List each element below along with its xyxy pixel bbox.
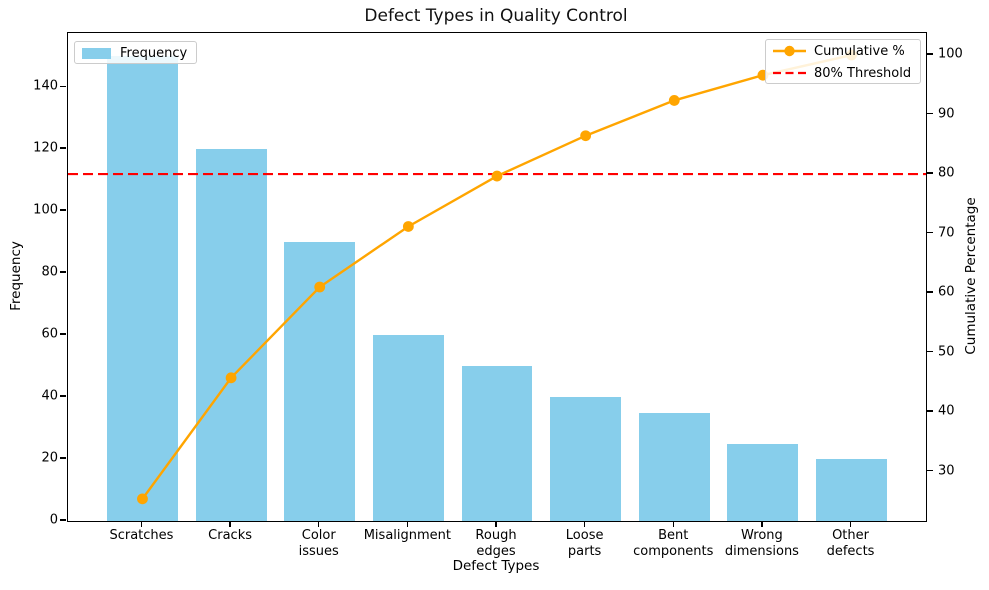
x-tick-label: Cracks: [208, 528, 252, 543]
frequency-bar: [727, 443, 799, 521]
left-y-tick-label: 40: [41, 388, 58, 404]
tick-mark: [927, 53, 933, 55]
right-y-tick-label: 40: [938, 403, 955, 419]
tick-mark: [927, 350, 933, 353]
cumulative-point: [314, 281, 326, 293]
cumulative-point: [580, 130, 592, 142]
frequency-bar: [195, 149, 267, 521]
threshold-line-sample: [773, 67, 806, 79]
tick-mark: [60, 519, 66, 521]
tick-mark: [927, 291, 933, 293]
right-y-tick-label: 90: [938, 106, 955, 122]
plot-area: [67, 32, 927, 522]
legend-row-cumulative: Cumulative %: [766, 40, 920, 62]
frequency-bar: [638, 412, 710, 521]
left-y-tick-label: 140: [33, 78, 58, 94]
right-y-tick-label: 60: [938, 284, 955, 300]
tick-mark: [583, 521, 586, 527]
line-overlay: [68, 49, 926, 505]
left-y-tick-label: 20: [41, 450, 58, 466]
tick-mark: [927, 172, 933, 174]
frequency-swatch: [82, 47, 111, 59]
cumulative-point: [491, 170, 503, 182]
cumulative-point: [225, 372, 237, 384]
legend-frequency: Frequency: [74, 41, 197, 64]
chart-title: Defect Types in Quality Control: [364, 6, 628, 26]
tick-mark: [60, 457, 66, 459]
tick-mark: [229, 521, 231, 527]
tick-mark: [495, 521, 497, 527]
tick-mark: [60, 209, 66, 211]
legend-label-frequency: Frequency: [120, 45, 188, 61]
cumulative-point: [402, 221, 414, 232]
frequency-bar: [107, 56, 178, 521]
tick-mark: [60, 85, 66, 87]
frequency-bar: [816, 459, 887, 521]
right-y-tick-label: 50: [938, 344, 955, 360]
x-tick-label: Rough edges: [475, 528, 517, 560]
x-tick-label: Other defects: [826, 528, 875, 560]
tick-mark: [60, 395, 66, 397]
x-axis-label: Defect Types: [452, 558, 540, 574]
cumulative-point: [137, 493, 148, 505]
x-tick-label: Bent components: [633, 528, 714, 560]
x-tick-label: Scratches: [109, 528, 174, 543]
x-tick-label: Loose parts: [565, 528, 604, 560]
legend-label-cumulative: Cumulative %: [814, 43, 905, 59]
left-y-tick-label: 60: [41, 326, 58, 342]
frequency-bar: [461, 366, 533, 521]
tick-mark: [672, 521, 674, 527]
right-y-tick-label: 70: [938, 225, 955, 241]
tick-mark: [140, 521, 143, 527]
left-y-tick-label: 80: [41, 264, 58, 280]
legend-label-threshold: 80% Threshold: [814, 65, 912, 81]
left-y-axis-label: Frequency: [8, 241, 24, 311]
cumulative-point: [668, 95, 680, 106]
left-y-tick-label: 0: [49, 512, 58, 528]
tick-mark: [318, 521, 320, 527]
right-y-tick-label: 30: [938, 463, 955, 479]
legend-row-frequency: Frequency: [75, 42, 196, 64]
frequency-bar: [550, 397, 622, 521]
legend-cumulative-threshold: Cumulative % 80% Threshold: [765, 39, 921, 84]
x-tick-label: Wrong dimensions: [724, 528, 799, 560]
tick-mark: [927, 112, 933, 115]
legend-row-threshold: 80% Threshold: [766, 62, 920, 84]
tick-mark: [60, 333, 66, 335]
tick-mark: [406, 521, 409, 527]
tick-mark: [849, 521, 852, 527]
right-y-tick-label: 80: [938, 165, 955, 181]
x-tick-label: Misalignment: [363, 528, 451, 543]
x-tick-label: Color issues: [298, 528, 339, 560]
tick-mark: [927, 410, 933, 412]
frequency-bar: [372, 335, 444, 521]
cumulative-line: [141, 53, 852, 500]
tick-mark: [927, 231, 933, 234]
right-y-axis-label: Cumulative Percentage: [963, 197, 979, 355]
left-y-tick-label: 100: [33, 202, 58, 218]
tick-mark: [761, 521, 763, 527]
tick-mark: [927, 469, 933, 472]
right-y-tick-label: 100: [938, 46, 963, 62]
tick-mark: [60, 147, 66, 149]
cumulative-line-sample: [773, 45, 806, 57]
tick-mark: [60, 271, 66, 273]
left-y-tick-label: 120: [33, 140, 58, 156]
